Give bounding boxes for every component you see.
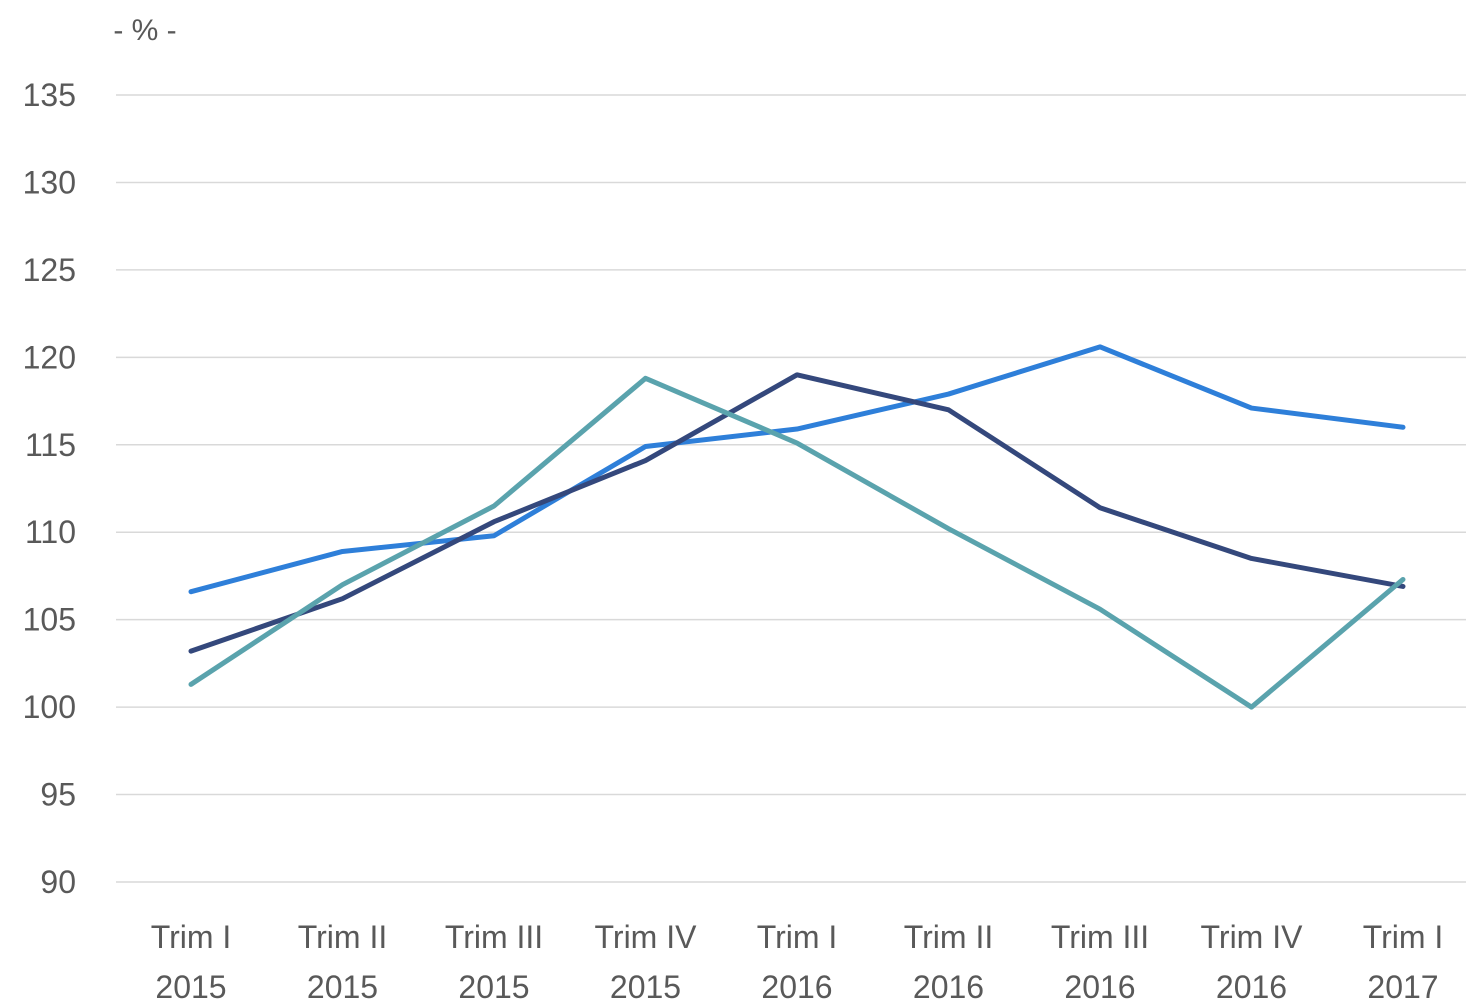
x-tick-year: 2016 — [913, 969, 984, 1003]
x-tick-quarter: Trim I — [151, 919, 232, 955]
x-tick-quarter: Trim IV — [1201, 919, 1304, 955]
y-tick-label: 110 — [25, 514, 76, 550]
x-tick-year: 2015 — [307, 969, 378, 1003]
series-line-2 — [188, 372, 1406, 654]
x-tick-label: Trim IV 2016 — [1201, 919, 1304, 1003]
y-tick-label: 135 — [23, 77, 76, 113]
x-tick-quarter: Trim II — [904, 919, 993, 955]
x-tick-year: 2016 — [1064, 969, 1135, 1003]
y-tick-label: 115 — [25, 427, 76, 463]
y-tick-label: 120 — [23, 339, 76, 375]
x-tick-year: 2017 — [1367, 969, 1438, 1003]
x-tick-quarter: Trim I — [757, 919, 838, 955]
x-tick-label: Trim I 2015 — [151, 919, 232, 1003]
y-unit-label: - % - — [113, 14, 176, 47]
x-tick-label: Trim II 2016 — [904, 919, 993, 1003]
x-tick-label: Trim IV 2015 — [595, 919, 698, 1003]
x-tick-label: Trim I 2017 — [1363, 919, 1444, 1003]
y-tick-label: 105 — [23, 602, 76, 638]
x-tick-year: 2015 — [610, 969, 681, 1003]
y-axis-ticks: 90 95 100 105 110 115 120 125 130 135 — [23, 77, 76, 900]
x-tick-year: 2015 — [155, 969, 226, 1003]
x-tick-label: Trim I 2016 — [757, 919, 838, 1003]
x-tick-quarter: Trim IV — [595, 919, 698, 955]
series-line-1 — [188, 344, 1406, 595]
y-tick-label: 100 — [23, 689, 76, 725]
y-tick-label: 90 — [40, 864, 76, 900]
x-tick-year: 2016 — [761, 969, 832, 1003]
gridlines — [116, 94, 1466, 883]
x-tick-quarter: Trim II — [298, 919, 387, 955]
x-tick-label: Trim III 2016 — [1051, 919, 1149, 1003]
y-tick-label: 130 — [23, 164, 76, 200]
x-tick-label: Trim II 2015 — [298, 919, 387, 1003]
x-tick-year: 2015 — [458, 969, 529, 1003]
y-tick-label: 95 — [40, 777, 76, 813]
x-tick-quarter: Trim III — [445, 919, 543, 955]
series-line-3 — [188, 375, 1406, 710]
x-tick-quarter: Trim I — [1363, 919, 1444, 955]
y-tick-label: 125 — [23, 252, 76, 288]
x-tick-year: 2016 — [1216, 969, 1287, 1003]
series-lines — [188, 344, 1406, 710]
x-tick-quarter: Trim III — [1051, 919, 1149, 955]
x-tick-label: Trim III 2015 — [445, 919, 543, 1003]
